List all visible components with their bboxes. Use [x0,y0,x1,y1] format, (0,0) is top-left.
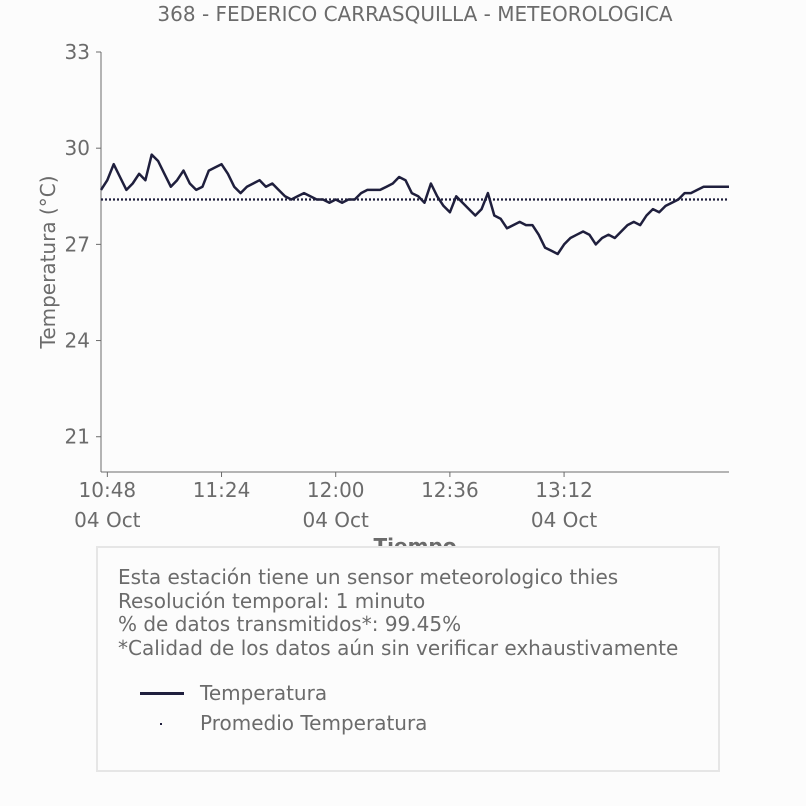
temperature-line [99,153,729,256]
y-axis: 21 24 27 30 33 [65,40,102,472]
legend-dot-marker [160,723,162,725]
info-legend-box: Esta estación tiene un sensor meteorolog… [96,546,720,772]
x-tick-date-label: 04 Oct [531,508,598,532]
x-tick-label: 10:48 [79,478,137,502]
y-tick-label: 21 [65,425,90,449]
x-tick-date-label: 04 Oct [303,508,370,532]
y-tick-label: 33 [65,40,90,64]
x-axis-label: Tiempo [374,534,457,546]
legend-line-marker [140,692,184,695]
x-tick-label: 13:12 [535,478,593,502]
station-info: Esta estación tiene un sensor meteorolog… [118,565,679,660]
x-tick-label: 12:00 [307,478,365,502]
legend: Temperatura Promedio Temperatura [138,678,427,738]
x-tick-label: 12:36 [421,478,479,502]
temperature-chart: 368 - FEDERICO CARRASQUILLA - METEOROLOG… [36,2,729,546]
legend-label-promedio: Promedio Temperatura [200,711,428,735]
y-tick-label: 27 [65,232,90,256]
info-line-transmitted: % de datos transmitidos*: 99.45% [118,612,462,637]
y-tick-label: 30 [65,136,90,160]
info-line-quality-note: *Calidad de los datos aún sin verificar … [118,635,679,660]
legend-label-temperatura: Temperatura [200,681,328,705]
y-tick-label: 24 [65,329,90,353]
x-tick-label: 11:24 [193,478,251,502]
y-axis-label: Temperatura (°C) [36,175,60,349]
plot-area [99,153,729,256]
chart-title: 368 - FEDERICO CARRASQUILLA - METEOROLOG… [157,2,672,26]
x-axis: 10:48 04 Oct 11:24 12:00 04 Oct 12:36 13:12 04 … [74,471,729,532]
legend-item-temperatura: Temperatura [138,678,427,708]
x-tick-date-label: 04 Oct [74,508,141,532]
legend-item-promedio: Promedio Temperatura [138,708,427,738]
info-line-resolution: Resolución temporal: 1 minuto [118,588,426,613]
info-line-sensor: Esta estación tiene un sensor meteorolog… [118,565,619,589]
